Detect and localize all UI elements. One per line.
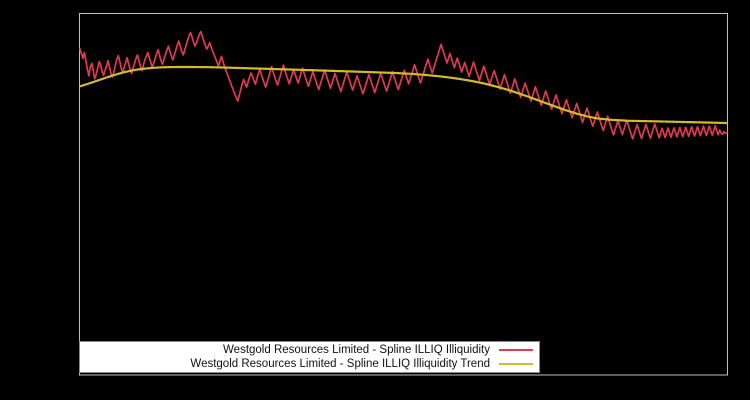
legend-color-swatch bbox=[499, 363, 533, 365]
chart-legend: Westgold Resources Limited - Spline ILLI… bbox=[79, 341, 540, 373]
legend-entry[interactable]: Westgold Resources Limited - Spline ILLI… bbox=[80, 343, 539, 357]
plot-area-border bbox=[79, 13, 728, 376]
data-series-layer bbox=[78, 30, 729, 140]
legend-entry-label: Westgold Resources Limited - Spline ILLI… bbox=[190, 358, 490, 370]
series-line-illiquidity-trend bbox=[78, 65, 729, 125]
legend-entry-label: Westgold Resources Limited - Spline ILLI… bbox=[223, 344, 490, 356]
legend-entry[interactable]: Westgold Resources Limited - Spline ILLI… bbox=[80, 357, 539, 371]
legend-color-swatch bbox=[499, 349, 533, 351]
